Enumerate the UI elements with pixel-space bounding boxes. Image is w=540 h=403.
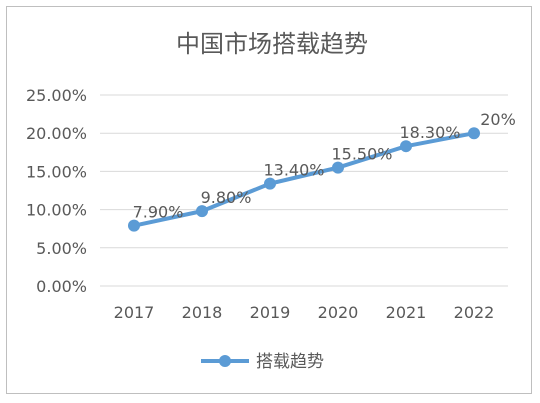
data-label: 18.30%	[399, 123, 460, 142]
data-point	[264, 177, 276, 190]
chart-area	[6, 6, 532, 394]
x-tick-label: 2017	[114, 303, 155, 322]
legend-point-marker	[219, 355, 231, 367]
x-tick-label: 2022	[454, 303, 495, 322]
data-label: 9.80%	[201, 188, 252, 207]
chart-title: 中国市场搭载趋势	[176, 30, 368, 58]
y-tick-label: 25.00%	[26, 86, 87, 105]
y-axis-ticks: 0.00% 5.00% 10.00% 15.00% 20.00% 25.00%	[26, 86, 87, 296]
data-point	[332, 161, 344, 174]
data-label: 15.50%	[331, 145, 392, 164]
x-tick-label: 2018	[182, 303, 223, 322]
data-label: 13.40%	[263, 161, 324, 180]
y-tick-label: 10.00%	[26, 201, 87, 220]
x-tick-label: 2021	[386, 303, 427, 322]
series-line	[133, 131, 475, 228]
data-label: 7.90%	[133, 203, 184, 222]
data-label: 20%	[480, 110, 516, 129]
x-tick-label: 2020	[318, 303, 359, 322]
x-tick-label: 2019	[250, 303, 291, 322]
data-point	[400, 140, 412, 153]
series-layer	[128, 127, 480, 232]
y-tick-label: 20.00%	[26, 124, 87, 143]
gridlines	[100, 94, 508, 287]
x-axis-ticks: 2017 2018 2019 2020 2021 2022	[114, 303, 495, 322]
y-tick-label: 15.00%	[26, 162, 87, 181]
y-tick-label: 5.00%	[36, 239, 87, 258]
data-point	[468, 127, 480, 140]
legend-label: 搭载趋势	[256, 352, 324, 372]
data-point	[128, 219, 140, 232]
data-point	[196, 205, 208, 218]
legend: 搭载趋势	[201, 352, 324, 372]
y-tick-label: 0.00%	[36, 277, 87, 296]
data-labels: 7.90% 9.80% 13.40% 15.50% 18.30% 20%	[133, 110, 516, 221]
